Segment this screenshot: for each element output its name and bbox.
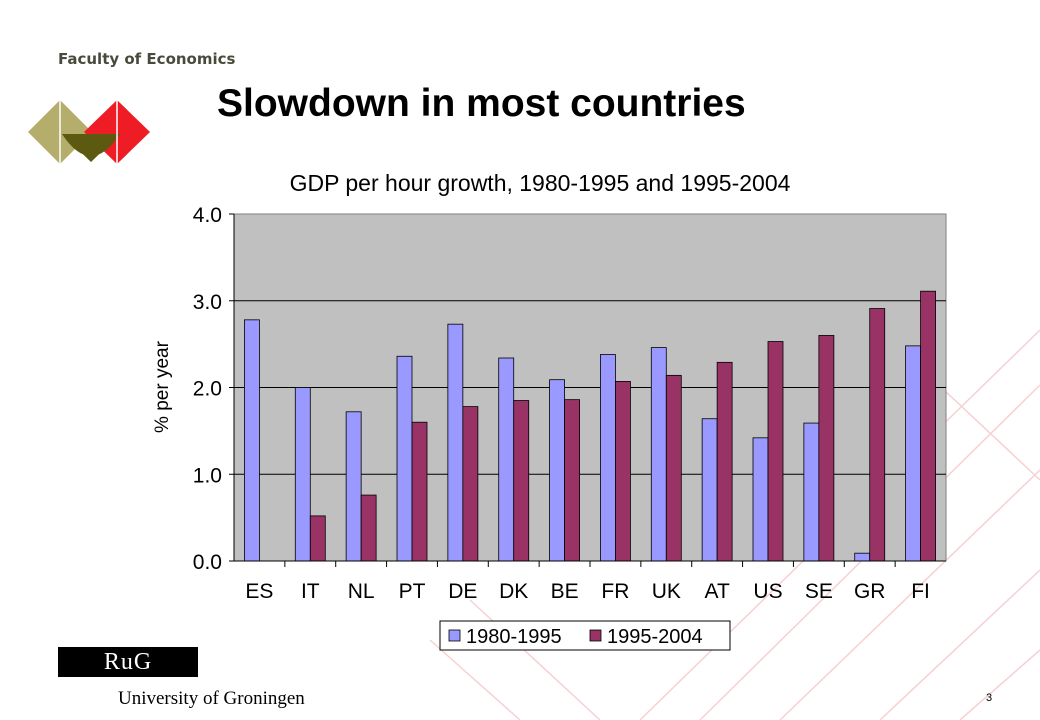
logo-olive-arc: [62, 134, 120, 156]
x-tick-label-pt: PT: [399, 580, 426, 603]
y-tick-label: 2.0: [193, 378, 222, 401]
faculty-logo-icon: [28, 100, 150, 164]
bar-us-series2: [767, 341, 784, 562]
bar-uk-series2: [665, 374, 682, 562]
bar-dk-series1: [498, 357, 515, 562]
bar-pt-series2: [411, 421, 428, 562]
rug-logo: RuG: [58, 647, 198, 677]
legend-label-series2: 1995-2004: [607, 626, 703, 648]
y-tick-label: 1.0: [193, 464, 222, 487]
y-axis-label: % per year: [152, 340, 173, 433]
bar-us-series1: [752, 437, 769, 562]
bar-pt-series1: [396, 355, 413, 562]
legend-swatch-series1: [448, 629, 461, 642]
faculty-name: Faculty of Economics: [58, 50, 236, 68]
chart-title: GDP per hour growth, 1980-1995 and 1995-…: [290, 170, 791, 196]
x-tick-label-nl: NL: [348, 580, 375, 603]
bar-nl-series1: [345, 411, 362, 562]
bar-be-series1: [549, 379, 565, 562]
bar-at-series2: [716, 361, 733, 562]
x-tick-label-us: US: [753, 580, 782, 603]
y-tick-label: 4.0: [193, 204, 222, 227]
bar-fi-series1: [905, 345, 921, 562]
x-tick-label-fi: FI: [911, 580, 930, 603]
bar-it-series1: [294, 387, 311, 562]
x-tick-label-dk: DK: [499, 580, 528, 603]
x-tick-label-gr: GR: [854, 580, 886, 603]
y-tick-label: 0.0: [193, 551, 222, 574]
bar-at-series1: [701, 418, 718, 562]
bar-gr-series2: [869, 308, 886, 562]
bar-de-series2: [462, 406, 479, 562]
legend: 1980-1995 1995-2004: [439, 620, 731, 651]
legend-box: [439, 620, 731, 651]
bar-fi-series2: [920, 290, 936, 562]
x-tick-label-at: AT: [705, 580, 730, 603]
x-tick-label-it: IT: [301, 580, 320, 603]
y-tick-label: 3.0: [193, 291, 222, 314]
x-tick-label-be: BE: [551, 580, 579, 603]
x-tick-label-uk: UK: [652, 580, 681, 603]
legend-swatch-series2: [589, 629, 602, 642]
legend-label-series1: 1980-1995: [466, 626, 562, 648]
university-name: University of Groningen: [118, 688, 305, 709]
bar-be-series2: [564, 399, 580, 562]
x-tick-label-fr: FR: [601, 580, 629, 603]
bar-se-series2: [818, 335, 835, 562]
bar-de-series1: [447, 323, 464, 562]
bar-fr-series1: [600, 354, 616, 562]
x-tick-label-de: DE: [448, 580, 477, 603]
bar-dk-series2: [513, 400, 530, 562]
bar-es-series1: [244, 319, 260, 562]
bar-nl-series2: [360, 494, 377, 562]
bar-se-series1: [803, 422, 820, 562]
bar-it-series2: [309, 515, 326, 562]
bar-fr-series2: [615, 381, 631, 562]
x-tick-label-se: SE: [805, 580, 833, 603]
bar-gr-series1: [854, 552, 871, 562]
page-number: 3: [986, 692, 993, 704]
slide-title: Slowdown in most countries: [217, 82, 746, 125]
x-tick-label-es: ES: [245, 580, 273, 603]
bar-uk-series1: [650, 347, 667, 562]
